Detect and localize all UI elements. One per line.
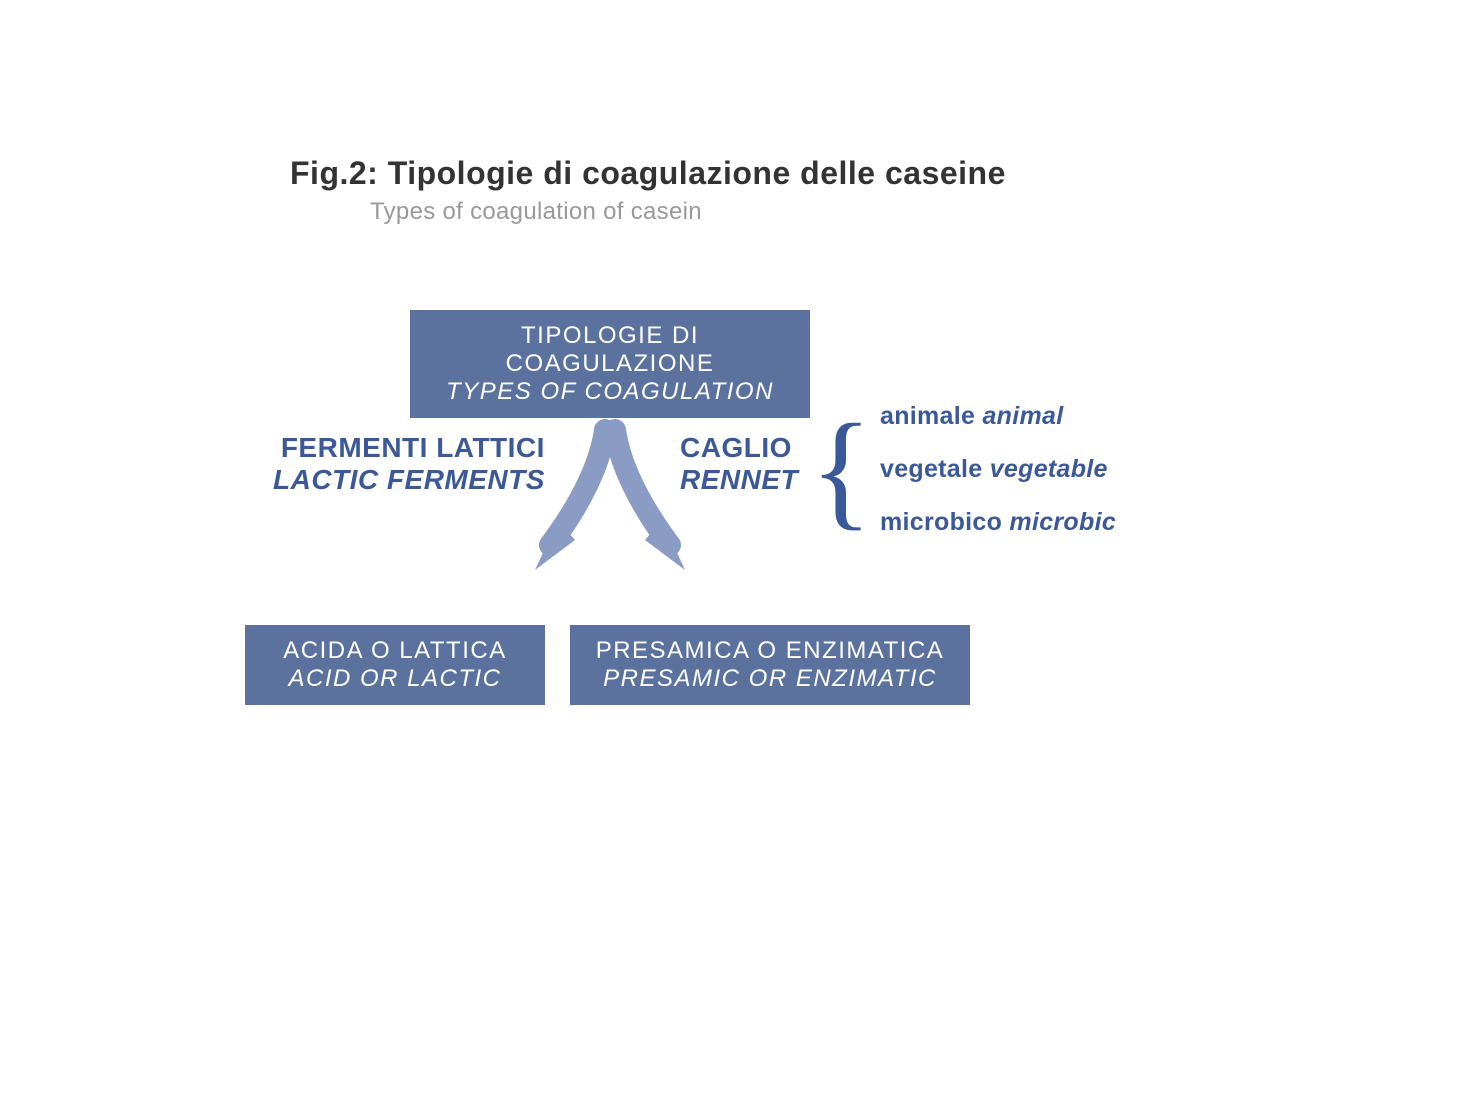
top-node: TIPOLOGIE DI COAGULAZIONE TYPES OF COAGU… <box>410 310 810 418</box>
bottom-right-primary: PRESAMICA O ENZIMATICA <box>590 637 950 665</box>
rennet-item-microbic: microbico microbic <box>880 508 1116 537</box>
top-node-primary: TIPOLOGIE DI COAGULAZIONE <box>430 322 790 378</box>
rennet-item-vegetable: vegetale vegetable <box>880 455 1116 484</box>
bottom-left-primary: ACIDA O LATTICA <box>265 637 525 665</box>
figure-subtitle: Types of coagulation of casein <box>370 198 1006 226</box>
bottom-left-node: ACIDA O LATTICA ACID OR LACTIC <box>245 625 545 705</box>
left-branch-label: FERMENTI LATTICI LACTIC FERMENTS <box>273 432 545 496</box>
rennet-item-secondary: vegetable <box>990 455 1108 483</box>
left-branch-secondary: LACTIC FERMENTS <box>273 464 545 496</box>
figure-header: Fig.2: Tipologie di coagulazione delle c… <box>290 155 1006 226</box>
bottom-right-secondary: PRESAMIC OR ENZIMATIC <box>590 665 950 693</box>
rennet-item-primary: animale <box>880 402 975 430</box>
rennet-types-list: animale animal vegetale vegetable microb… <box>880 402 1116 561</box>
rennet-item-secondary: microbic <box>1009 508 1116 536</box>
rennet-item-primary: vegetale <box>880 455 982 483</box>
rennet-item-secondary: animal <box>982 402 1063 430</box>
rennet-item-primary: microbico <box>880 508 1002 536</box>
split-arrows-icon <box>510 415 710 615</box>
figure-title: Fig.2: Tipologie di coagulazione delle c… <box>290 155 1006 192</box>
left-branch-primary: FERMENTI LATTICI <box>281 432 545 463</box>
brace-icon: { <box>810 405 872 535</box>
bottom-right-node: PRESAMICA O ENZIMATICA PRESAMIC OR ENZIM… <box>570 625 970 705</box>
rennet-item-animal: animale animal <box>880 402 1116 431</box>
bottom-left-secondary: ACID OR LACTIC <box>265 665 525 693</box>
top-node-secondary: TYPES OF COAGULATION <box>430 378 790 406</box>
